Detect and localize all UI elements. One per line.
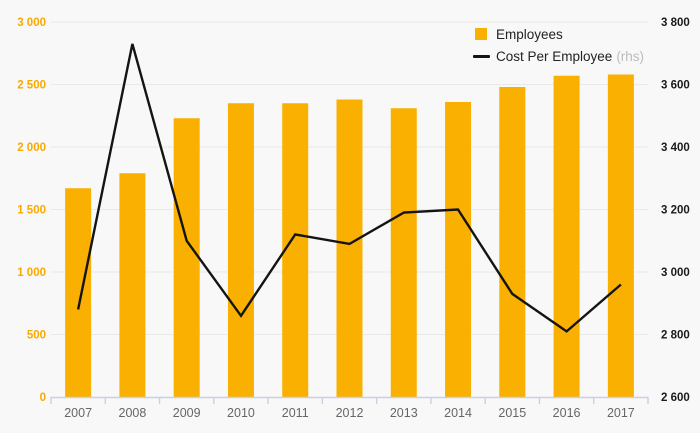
x-axis-year-label: 2008 — [119, 406, 147, 420]
x-axis-year-label: 2009 — [173, 406, 201, 420]
employees-bar-2008 — [119, 173, 146, 397]
left-axis-tick-label: 1 500 — [17, 205, 46, 217]
employees-bar-2012 — [336, 99, 363, 397]
employees-bar-2011 — [282, 103, 309, 397]
left-axis-tick-label: 2 500 — [17, 80, 46, 92]
legend-label-rhs-suffix: (rhs) — [616, 48, 645, 64]
right-axis-tick-label: 3 000 — [661, 267, 690, 279]
legend-marker-slot — [472, 54, 490, 58]
employees-bar-2009 — [173, 118, 200, 397]
left-axis-tick-label: 2 000 — [17, 142, 46, 154]
legend-item-employees[interactable]: Employees — [472, 25, 644, 43]
employees-bar-2013 — [390, 108, 417, 397]
employees-bar-2007 — [65, 188, 92, 397]
x-axis-year-label: 2017 — [607, 406, 635, 420]
x-axis-year-label: 2011 — [282, 406, 309, 420]
left-axis-tick-label: 1 000 — [17, 267, 46, 279]
x-axis-year-label: 2012 — [336, 406, 364, 420]
left-axis-tick-label: 3 000 — [17, 17, 46, 29]
x-axis-year-label: 2013 — [390, 406, 418, 420]
x-axis-year-label: 2015 — [498, 406, 526, 420]
left-axis-tick-label: 0 — [40, 392, 46, 404]
employees-bar-2014 — [445, 102, 472, 397]
employees-bar-2016 — [553, 75, 580, 397]
x-axis-year-label: 2010 — [227, 406, 255, 420]
x-axis-year-label: 2007 — [64, 406, 92, 420]
right-axis-tick-label: 3 400 — [661, 142, 690, 154]
x-axis-year-label: 2016 — [553, 406, 581, 420]
employees-bar-2010 — [227, 103, 254, 397]
legend-item-cost-per-employee[interactable]: Cost Per Employee (rhs) — [472, 47, 644, 65]
right-axis-tick-label: 2 800 — [661, 330, 690, 342]
employees-bar-2015 — [499, 87, 526, 397]
employees-square-marker-icon — [475, 28, 487, 40]
right-axis-tick-label: 3 800 — [661, 17, 690, 29]
right-axis-tick-label: 3 600 — [661, 80, 690, 92]
legend-label-employees: Employees — [496, 26, 563, 42]
x-axis-year-label: 2014 — [444, 406, 472, 420]
legend: Employees Cost Per Employee (rhs) — [472, 25, 644, 65]
employees-bar-2017 — [607, 74, 634, 397]
cost-per-employee-line — [76, 43, 622, 333]
legend-label-cost-per-employee: Cost Per Employee — [496, 48, 613, 64]
cost-line-marker-icon — [472, 54, 490, 58]
legend-marker-slot — [472, 28, 490, 40]
right-axis-tick-label: 3 200 — [661, 205, 690, 217]
left-axis-tick-label: 500 — [27, 330, 46, 342]
right-axis-tick-label: 2 600 — [661, 392, 690, 404]
